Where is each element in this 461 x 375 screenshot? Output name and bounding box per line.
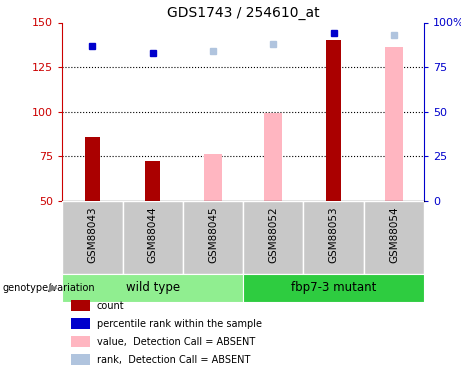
Text: GSM88045: GSM88045 (208, 207, 218, 263)
Bar (145, 161, 160, 201)
Bar (123, 201, 183, 274)
Text: GSM88052: GSM88052 (268, 207, 278, 263)
Title: GDS1743 / 254610_at: GDS1743 / 254610_at (167, 6, 319, 20)
Bar (326, 40, 341, 201)
Bar (62, 274, 243, 302)
Text: GSM88043: GSM88043 (88, 207, 97, 263)
Text: wild type: wild type (126, 281, 180, 294)
Text: percentile rank within the sample: percentile rank within the sample (97, 319, 262, 329)
Bar (204, 154, 222, 201)
Text: value,  Detection Call = ABSENT: value, Detection Call = ABSENT (97, 337, 255, 347)
Text: GSM88054: GSM88054 (389, 207, 399, 263)
Bar (85, 136, 100, 201)
Text: ▶: ▶ (49, 283, 57, 293)
Text: rank,  Detection Call = ABSENT: rank, Detection Call = ABSENT (97, 355, 250, 365)
Bar (303, 201, 364, 274)
Bar (183, 201, 243, 274)
Text: genotype/variation: genotype/variation (2, 283, 95, 293)
Bar (385, 48, 403, 201)
Bar (243, 201, 303, 274)
Text: count: count (97, 301, 124, 311)
Bar (62, 201, 123, 274)
Text: GSM88053: GSM88053 (329, 207, 339, 263)
Bar (243, 274, 424, 302)
Text: fbp7-3 mutant: fbp7-3 mutant (291, 281, 376, 294)
Bar (364, 201, 424, 274)
Text: GSM88044: GSM88044 (148, 207, 158, 263)
Bar (264, 113, 283, 201)
